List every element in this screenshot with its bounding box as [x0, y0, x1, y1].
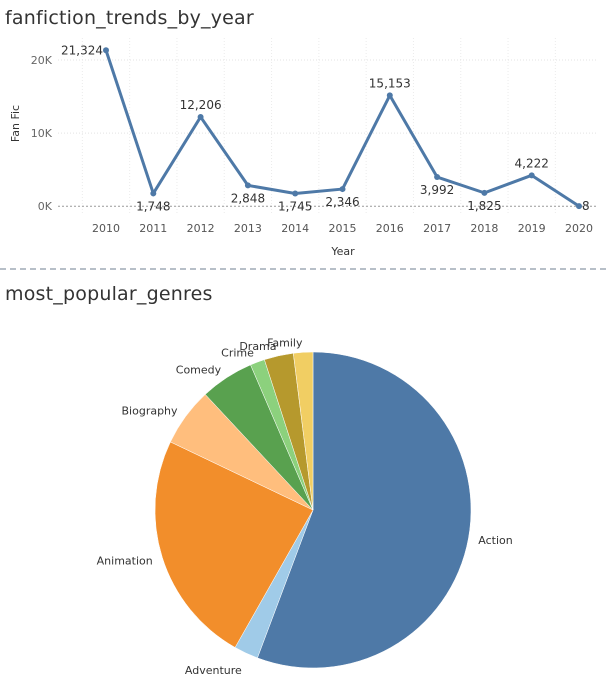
sheet-divider [0, 268, 606, 270]
y-tick-label: 20K [31, 54, 53, 67]
pie-slice-family[interactable] [293, 351, 314, 511]
x-tick-label: 2017 [423, 222, 451, 235]
data-label: 3,992 [420, 183, 454, 197]
data-point[interactable] [481, 189, 488, 196]
x-tick-label: 2020 [565, 222, 593, 235]
data-label: 21,324 [61, 43, 103, 57]
x-tick-label: 2011 [139, 222, 167, 235]
pie-slice-action[interactable] [257, 351, 472, 669]
x-axis-label: Year [330, 245, 355, 258]
x-tick-label: 2019 [518, 222, 546, 235]
data-label: 2,848 [231, 191, 265, 205]
line-chart-title: fanfiction_trends_by_year [5, 7, 254, 29]
y-axis-label: Fan Fic [9, 105, 22, 142]
data-point[interactable] [386, 92, 393, 99]
data-point[interactable] [339, 186, 346, 193]
data-point[interactable] [150, 190, 157, 197]
pie-label: Comedy [176, 363, 222, 376]
data-point[interactable] [292, 190, 299, 197]
x-tick-label: 2014 [281, 222, 309, 235]
pie-chart-title: most_popular_genres [5, 283, 213, 305]
data-label: 1,825 [467, 199, 501, 213]
data-label: 1,748 [136, 199, 170, 213]
data-label: 4,222 [515, 156, 549, 170]
x-tick-label: 2015 [329, 222, 357, 235]
x-tick-label: 2012 [187, 222, 215, 235]
data-point[interactable] [103, 47, 109, 54]
pie-label: Adventure [185, 664, 242, 677]
y-tick-label: 10K [31, 127, 53, 140]
data-label: 2,346 [325, 195, 359, 209]
data-label: 8 [582, 199, 590, 213]
pie-label: Biography [122, 405, 179, 418]
pie-label: Animation [97, 554, 153, 567]
pie-slice-animation[interactable] [154, 441, 314, 648]
y-tick-label: 0K [38, 200, 53, 213]
data-label: 1,745 [278, 199, 312, 213]
x-tick-label: 2013 [234, 222, 262, 235]
data-label: 12,206 [180, 98, 222, 112]
data-point[interactable] [244, 182, 251, 189]
pie-chart: Action Adventure Animation Biography Comedy C… [97, 336, 513, 677]
data-point[interactable] [576, 203, 582, 210]
pie-label: Family [267, 336, 303, 349]
pie-label: Crime [221, 347, 254, 360]
pie-label: Drama [239, 340, 276, 353]
data-point[interactable] [528, 172, 535, 179]
data-point[interactable] [197, 113, 204, 120]
x-tick-label: 2018 [470, 222, 498, 235]
pie-label: Action [478, 534, 512, 547]
line-chart: 0K 10K 20K Fan Fic 2010 2011 2012 2013 2014 2015 2… [9, 38, 598, 258]
x-tick-label: 2010 [92, 222, 120, 235]
x-tick-label: 2016 [376, 222, 404, 235]
data-label: 15,153 [369, 76, 411, 90]
data-point[interactable] [434, 174, 441, 181]
